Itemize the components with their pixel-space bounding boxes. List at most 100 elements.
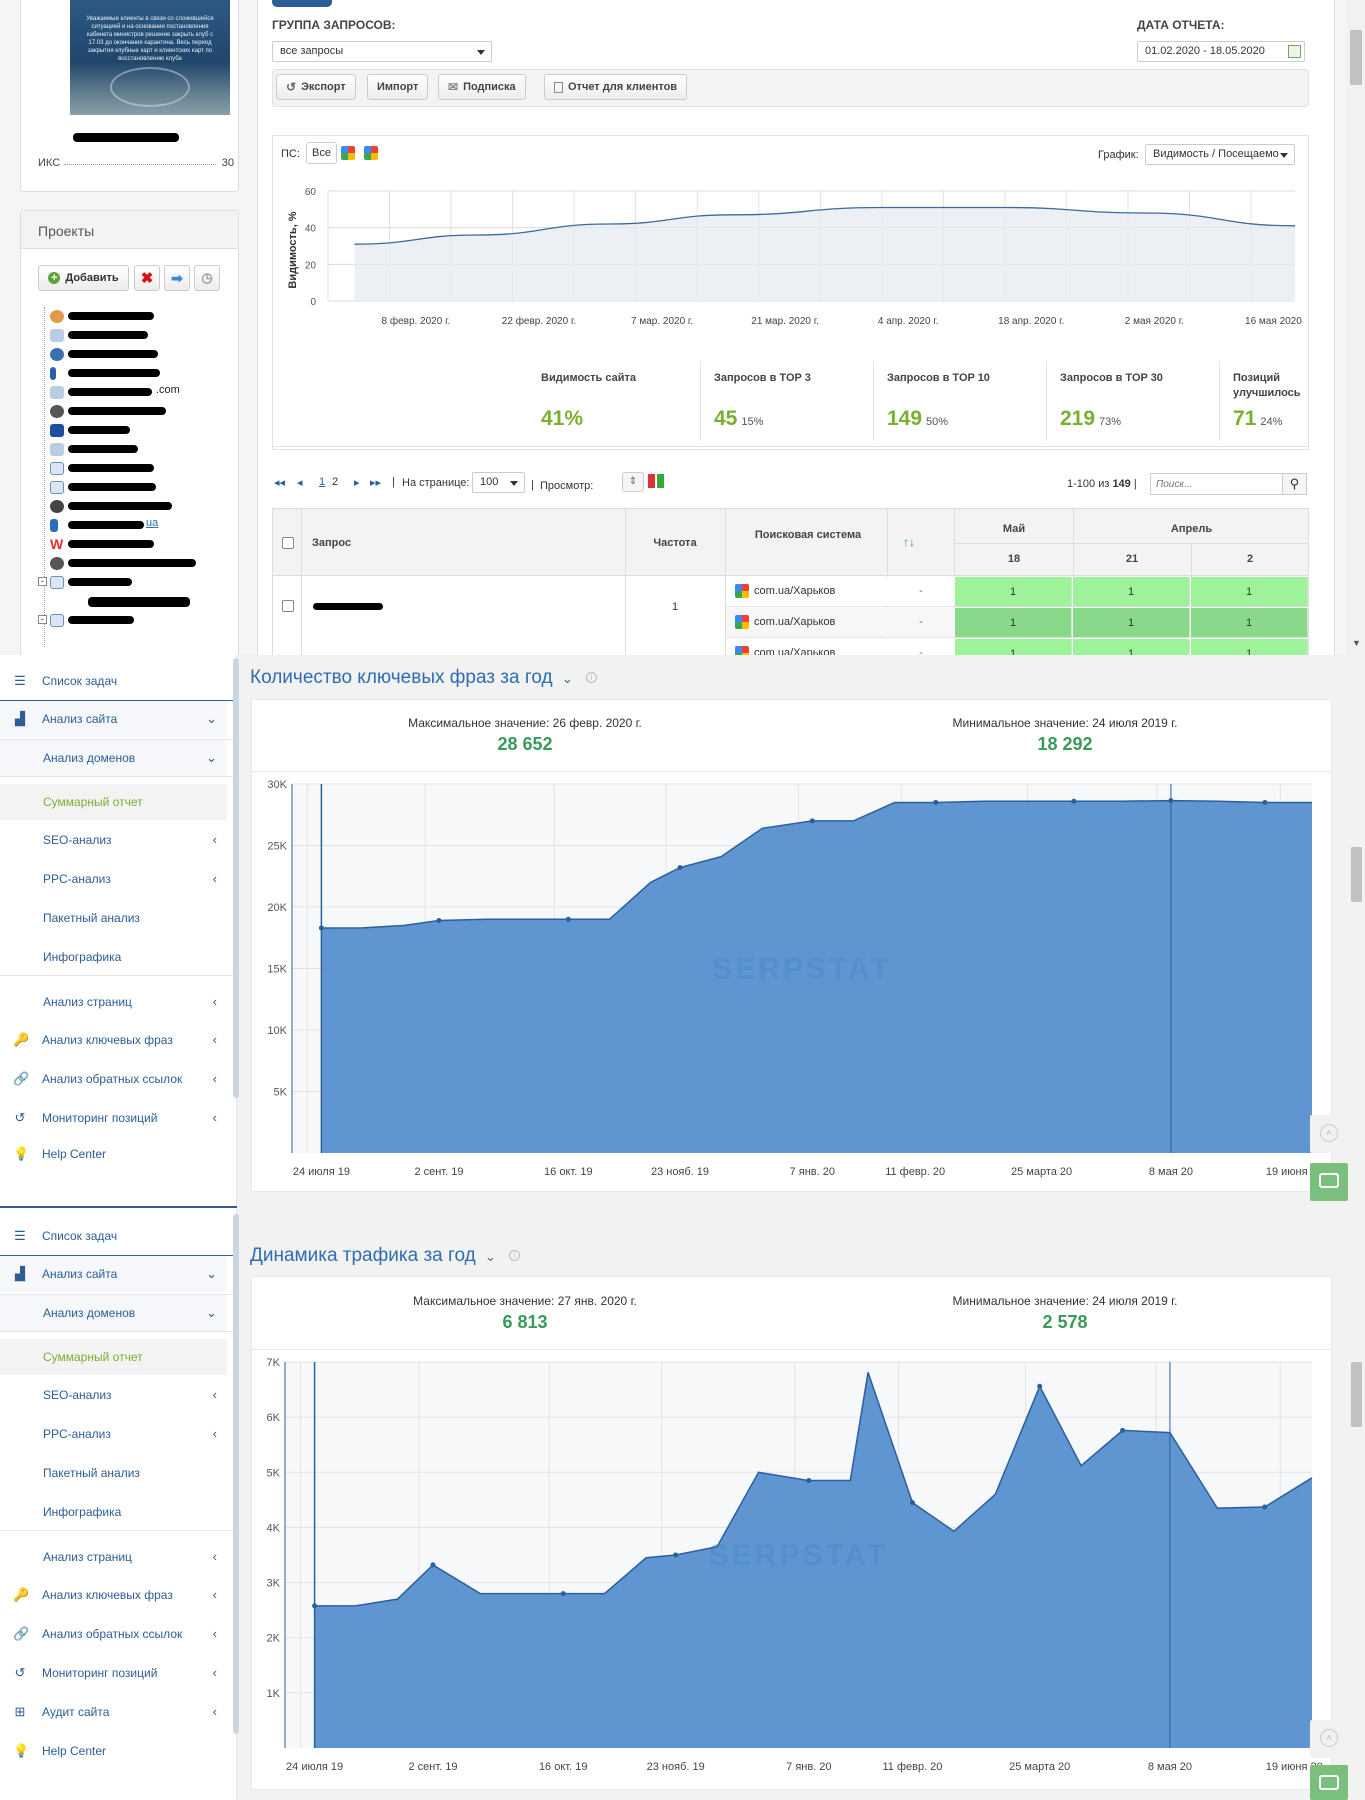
scroll-down-icon[interactable]: ▼	[1352, 638, 1361, 648]
col-header-engine[interactable]: Поисковая система	[754, 529, 862, 541]
page-1-link[interactable]: 1	[319, 476, 326, 488]
collapse-icon[interactable]: -	[38, 577, 47, 586]
data-point[interactable]	[909, 1500, 915, 1506]
page-2-link[interactable]: 2	[332, 476, 339, 488]
data-point[interactable]	[809, 818, 815, 824]
site-thumbnail[interactable]: Уважаемые клиенты в связи со сложившейся…	[70, 0, 230, 115]
google-ua-icon[interactable]	[364, 146, 378, 160]
page-scrollbar-thumb[interactable]	[1351, 847, 1362, 902]
backlink-analysis-link[interactable]: 🔗 Анализ обратных ссылок ‹	[0, 1061, 227, 1097]
batch-analysis-link[interactable]: Пакетный анализ	[0, 900, 227, 936]
tree-item[interactable]	[38, 497, 238, 515]
search-icon[interactable]: ⚲	[1282, 474, 1306, 494]
data-point[interactable]	[1071, 798, 1077, 804]
graph-select[interactable]: Видимость / Посещаемо	[1145, 144, 1295, 165]
backlink-analysis-link[interactable]: 🔗 Анализ обратных ссылок ‹	[0, 1616, 227, 1652]
first-page-icon[interactable]: ◂◂	[274, 477, 286, 489]
site-analysis-link[interactable]: ▟ Анализ сайта ⌄	[0, 701, 227, 737]
site-audit-link[interactable]: ⊞ Аудит сайта ‹	[0, 1694, 227, 1730]
data-point[interactable]	[677, 865, 683, 871]
page-analysis-link[interactable]: Анализ страниц ‹	[0, 984, 227, 1020]
task-list-link[interactable]: ☰ Список задач	[0, 663, 227, 699]
rank-monitoring-link[interactable]: ↺ Мониторинг позиций ‹	[0, 1655, 227, 1691]
ppc-analysis-link[interactable]: PPC-анализ ‹	[0, 861, 227, 897]
tree-folder[interactable]: -	[38, 611, 238, 629]
collapse-icon[interactable]: -	[38, 615, 47, 624]
page-scrollbar[interactable]	[1347, 0, 1365, 655]
ps-all-button[interactable]: Все	[306, 142, 337, 164]
report-date-input[interactable]: 01.02.2020 - 18.05.2020	[1137, 41, 1305, 62]
move-project-button[interactable]: ➡	[164, 265, 190, 291]
export-button[interactable]: ↺ Экспорт	[276, 74, 356, 100]
tree-item[interactable]	[38, 364, 238, 382]
next-page-icon[interactable]: ▸	[354, 477, 360, 489]
tree-item[interactable]: W	[38, 535, 238, 553]
tree-item[interactable]	[38, 402, 238, 420]
settings-project-button[interactable]: ◷	[194, 265, 220, 291]
calendar-icon[interactable]	[1288, 45, 1301, 58]
tree-item[interactable]: ua	[38, 516, 238, 534]
sidebar-scrollbar[interactable]	[233, 1214, 239, 1734]
prev-page-icon[interactable]: ◂	[297, 477, 303, 489]
data-point[interactable]	[560, 1591, 566, 1597]
tree-item[interactable]	[38, 554, 238, 572]
feedback-button[interactable]: ˄	[1310, 1720, 1348, 1758]
tree-item[interactable]	[38, 421, 238, 439]
domain-analysis-link[interactable]: Анализ доменов ⌄	[0, 740, 227, 776]
data-point[interactable]	[436, 918, 442, 924]
row-checkbox[interactable]	[282, 600, 294, 612]
tree-item[interactable]	[38, 459, 238, 477]
data-point[interactable]	[1262, 1504, 1268, 1510]
chat-button[interactable]	[1310, 1765, 1348, 1800]
select-all-checkbox[interactable]	[282, 537, 294, 549]
domain-analysis-link[interactable]: Анализ доменов ⌄	[0, 1295, 227, 1331]
subscribe-button[interactable]: ✉ Подписка	[438, 74, 526, 100]
infographic-link[interactable]: Инфографика	[0, 939, 227, 975]
infographic-link[interactable]: Инфографика	[0, 1494, 227, 1530]
help-center-link[interactable]: 💡 Help Center	[0, 1733, 227, 1769]
summary-report-link[interactable]: Суммарный отчет	[0, 1339, 227, 1375]
search-input[interactable]: ⚲	[1150, 473, 1307, 495]
client-report-button[interactable]: Отчет для клиентов	[544, 74, 688, 100]
feedback-button[interactable]: ˄	[1310, 1115, 1348, 1153]
seo-analysis-link[interactable]: SEO-анализ ‹	[0, 1377, 227, 1413]
tree-item[interactable]	[38, 478, 238, 496]
col-header-query[interactable]: Запрос	[312, 537, 352, 549]
import-button[interactable]: Импорт	[367, 74, 429, 100]
delete-project-button[interactable]: ✖	[134, 265, 160, 291]
sidebar-scrollbar[interactable]	[233, 658, 239, 1098]
tree-item[interactable]	[38, 592, 238, 610]
google-icon[interactable]	[341, 146, 355, 160]
per-page-select[interactable]: 100	[472, 472, 525, 493]
data-point[interactable]	[1120, 1427, 1126, 1433]
last-page-icon[interactable]: ▸▸	[370, 477, 382, 489]
tree-item[interactable]	[38, 345, 238, 363]
keyword-analysis-link[interactable]: 🔑 Анализ ключевых фраз ‹	[0, 1577, 227, 1613]
info-icon[interactable]: i	[586, 672, 598, 684]
tree-folder[interactable]: -	[38, 573, 238, 591]
add-project-button[interactable]: + Добавить	[38, 265, 129, 291]
seo-analysis-link[interactable]: SEO-анализ ‹	[0, 822, 227, 858]
data-point[interactable]	[806, 1478, 812, 1484]
data-point[interactable]	[933, 799, 939, 805]
chat-button[interactable]	[1310, 1163, 1348, 1201]
search-field[interactable]	[1151, 474, 1279, 494]
task-list-link[interactable]: ☰ Список задач	[0, 1218, 227, 1254]
data-point[interactable]	[673, 1552, 679, 1558]
col-header-frequency[interactable]: Частота	[653, 537, 697, 549]
view-compact-button[interactable]: ⇕	[622, 472, 644, 492]
data-point[interactable]	[1037, 1383, 1043, 1389]
page-scrollbar-thumb[interactable]	[1350, 30, 1362, 85]
traffic-chart-title[interactable]: Динамика трафика за год ⌄ i	[250, 1245, 521, 1267]
data-point[interactable]	[1262, 799, 1268, 805]
page-analysis-link[interactable]: Анализ страниц ‹	[0, 1539, 227, 1575]
view-grid-button[interactable]	[648, 474, 664, 488]
ppc-analysis-link[interactable]: PPC-анализ ‹	[0, 1416, 227, 1452]
tree-item[interactable]	[38, 326, 238, 344]
summary-report-link[interactable]: Суммарный отчет	[0, 784, 227, 820]
tree-item[interactable]	[38, 307, 238, 325]
site-analysis-link[interactable]: ▟ Анализ сайта ⌄	[0, 1256, 227, 1292]
tree-item[interactable]	[38, 440, 238, 458]
chevron-down-icon[interactable]: ⌄	[485, 1249, 496, 1264]
rank-monitoring-link[interactable]: ↺ Мониторинг позиций ‹	[0, 1100, 227, 1136]
